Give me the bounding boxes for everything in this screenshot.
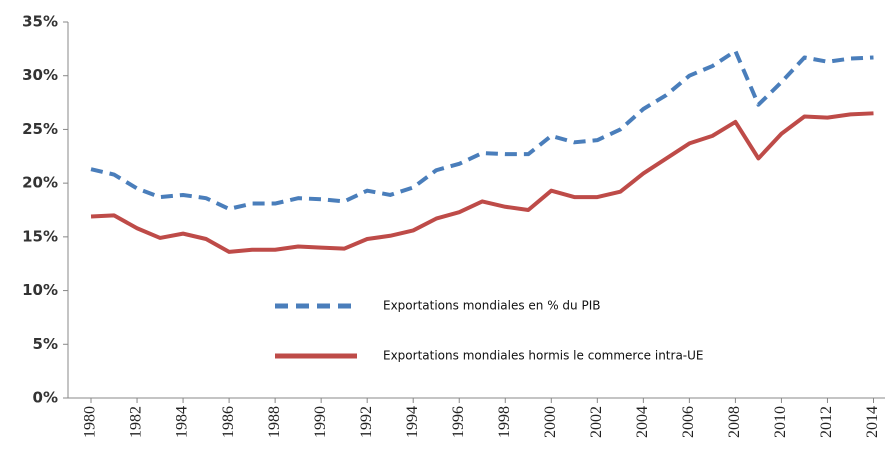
y-tick-label: 5% (33, 335, 58, 353)
y-tick-label: 30% (22, 66, 58, 84)
y-tick-label: 35% (22, 13, 58, 31)
legend-label: Exportations mondiales hormis le commerc… (383, 349, 704, 363)
y-tick-label: 15% (22, 227, 58, 245)
x-tick-label: 1990 (312, 406, 329, 438)
x-tick-label: 1986 (220, 406, 237, 438)
x-tick-label: 1984 (174, 406, 191, 438)
x-tick-label: 2012 (818, 406, 835, 438)
x-tick-label: 1980 (82, 406, 99, 438)
series-line (90, 111, 874, 254)
y-tick-label: 20% (22, 174, 58, 192)
y-tick-label: 25% (22, 120, 58, 138)
x-tick-label: 1998 (496, 406, 513, 438)
series-line (90, 49, 874, 211)
x-tick-label: 1982 (128, 406, 145, 438)
x-tick-label: 2008 (726, 406, 743, 438)
x-tick-label: 1994 (404, 406, 421, 438)
x-tick-label: 2006 (680, 406, 697, 438)
x-tick-label: 1996 (450, 406, 467, 438)
y-tick-label: 10% (22, 281, 58, 299)
x-tick-label: 2010 (772, 406, 789, 438)
x-tick-label: 2000 (542, 406, 559, 438)
x-tick-label: 2002 (588, 406, 605, 438)
x-tick-label: 2014 (864, 406, 881, 438)
x-tick-label: 1988 (266, 406, 283, 438)
legend-label: Exportations mondiales en % du PIB (383, 299, 600, 313)
x-tick-label: 2004 (634, 406, 651, 438)
y-tick-label: 0% (33, 389, 58, 407)
x-tick-label: 1992 (358, 406, 375, 438)
